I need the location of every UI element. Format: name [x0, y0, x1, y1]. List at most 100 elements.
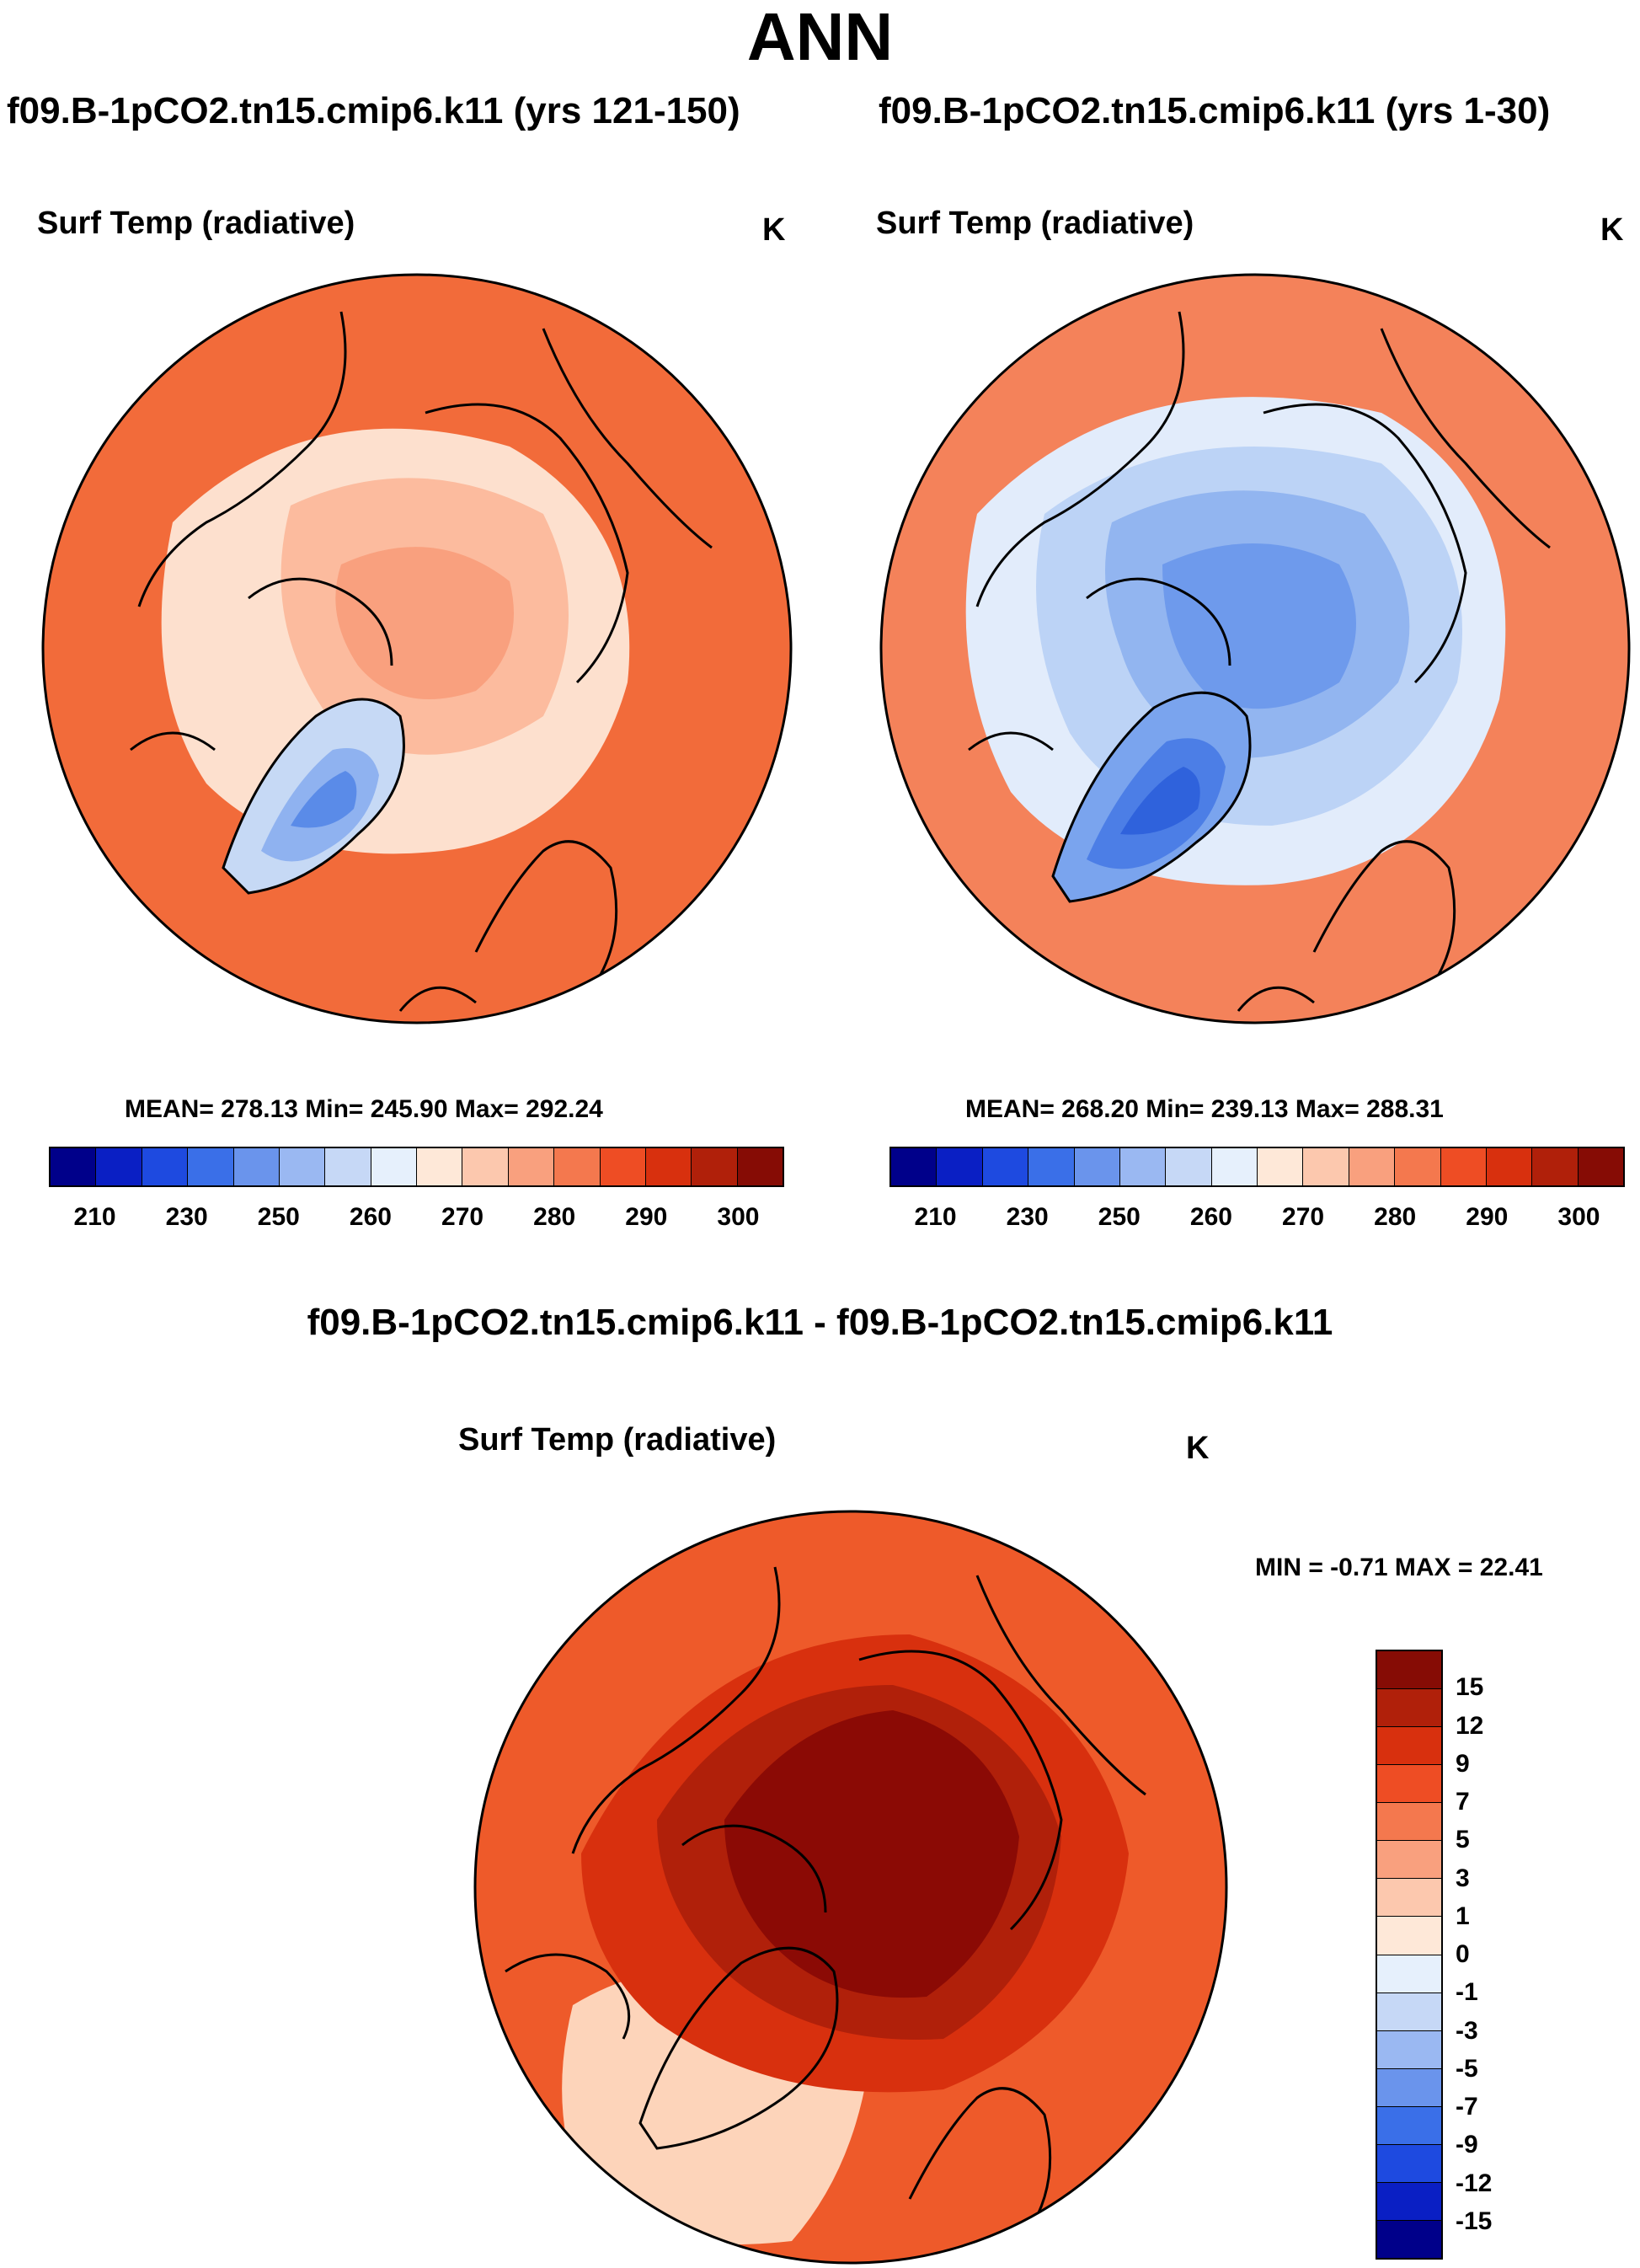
panel-1-colorbar-swatch-3: [188, 1148, 234, 1185]
diff-colorbar-swatch-14: [1377, 2182, 1441, 2221]
panel-1-colorbar-tick-label: 300: [717, 1203, 760, 1231]
diff-panel-coastlines: [505, 1566, 1146, 2233]
panel-2-colorbar-swatch-12: [1440, 1148, 1487, 1185]
panel-1-colorbar-tick-label: 230: [165, 1203, 208, 1231]
panel-2-colorbar-swatch-9: [1303, 1148, 1349, 1185]
panel-2-stats: MEAN= 268.20 Min= 239.13 Max= 288.31: [965, 1095, 1444, 1123]
panel-2-colorbar-tick-label: 250: [1098, 1203, 1141, 1231]
panel-1-greenland-inner: [291, 771, 357, 828]
diff-panel-minmax: MIN = -0.71 MAX = 22.41: [1255, 1554, 1543, 1581]
panel-1-colorbar-swatch-13: [645, 1148, 692, 1185]
panel-2-colorbar-swatch-15: [1578, 1148, 1623, 1185]
panel-1-colorbar-tick-label: 270: [441, 1203, 484, 1231]
panel-2-colorbar-swatch-10: [1349, 1148, 1396, 1185]
panel-2-colorbar-swatch-5: [1119, 1148, 1167, 1185]
diff-colorbar-tick-label: -9: [1456, 2131, 1478, 2159]
diff-panel-warm-core: [724, 1710, 1019, 1998]
panel-2-colorbar-swatch-4: [1074, 1148, 1120, 1185]
diff-colorbar-tick-label: -15: [1456, 2206, 1493, 2235]
panel-1-colorbar-tick-label: 250: [257, 1203, 300, 1231]
diff-colorbar-swatch-7: [1377, 1917, 1441, 1955]
diff-colorbar-tick-label: -3: [1456, 2016, 1478, 2045]
diff-colorbar-swatch-13: [1377, 2144, 1441, 2183]
panel-1-colorbar-tick-label: 210: [73, 1203, 116, 1231]
panel-1-colorbar-swatch-14: [692, 1148, 738, 1185]
panel-1-colorbar-swatch-0: [51, 1148, 97, 1185]
panel-2-colorbar-tick-label: 270: [1282, 1203, 1325, 1231]
panel-2-colorbar-tick-label: 290: [1466, 1203, 1509, 1231]
panel-2-colorbar-tick-label: 280: [1374, 1203, 1417, 1231]
panel-1-colorbar-swatch-4: [233, 1148, 280, 1185]
panel-1-colorbar-swatch-11: [554, 1148, 601, 1185]
panel-1-colorbar-swatch-5: [279, 1148, 326, 1185]
panel-1-variable-label: Surf Temp (radiative): [37, 206, 355, 241]
panel-1-colorbar-swatch-9: [462, 1148, 509, 1185]
panel-2-colorbar-swatch-1: [937, 1148, 983, 1185]
panel-2-coastlines: [968, 311, 1551, 1012]
panel-2-variable-label: Surf Temp (radiative): [876, 206, 1194, 241]
panel-1-units-label: K: [762, 212, 786, 248]
panel-2-colorbar-swatch-8: [1258, 1148, 1304, 1185]
panel-2-colorbar-tick-label: 260: [1189, 1203, 1232, 1231]
diff-panel-units-label: K: [1186, 1431, 1210, 1466]
diff-colorbar-swatch-5: [1377, 1841, 1441, 1880]
diff-colorbar-tick-label: -5: [1456, 2054, 1478, 2083]
diff-colorbar-tick-label: -7: [1456, 2093, 1478, 2121]
diff-colorbar-tick-label: 12: [1456, 1711, 1484, 1740]
panel-1-colorbar-swatch-10: [508, 1148, 555, 1185]
panel-1-stats: MEAN= 278.13 Min= 245.90 Max= 292.24: [125, 1095, 603, 1123]
panel-1-colorbar-swatch-8: [417, 1148, 463, 1185]
diff-colorbar-swatch-8: [1377, 1955, 1441, 1993]
panel-2-greenland-inner: [1120, 767, 1200, 835]
panel-1-colorbar: [49, 1147, 784, 1187]
figure-title: ANN: [746, 0, 894, 74]
panel-1-case-title: f09.B-1pCO2.tn15.cmip6.k11 (yrs 121-150): [7, 90, 740, 131]
panel-2-colorbar-tick-label: 230: [1006, 1203, 1049, 1231]
diff-colorbar-swatch-2: [1377, 1727, 1441, 1766]
diff-colorbar-swatch-10: [1377, 2030, 1441, 2069]
diff-panel-title: f09.B-1pCO2.tn15.cmip6.k11 - f09.B-1pCO2…: [307, 1302, 1333, 1343]
panel-2-polar-map: [879, 273, 1631, 1024]
panel-1-coastlines: [130, 311, 713, 1012]
panel-2-ice-field-core: [1162, 543, 1356, 709]
diff-colorbar-swatch-0: [1377, 1651, 1441, 1690]
panel-1-ice-field-inner: [335, 547, 514, 699]
diff-colorbar-tick-label: 7: [1456, 1788, 1470, 1816]
diff-colorbar-swatch-4: [1377, 1803, 1441, 1842]
panel-2-colorbar-swatch-3: [1028, 1148, 1075, 1185]
panel-2-colorbar-swatch-6: [1166, 1148, 1212, 1185]
diff-colorbar-tick-label: -12: [1456, 2169, 1493, 2197]
panel-1-colorbar-swatch-7: [371, 1148, 417, 1185]
panel-1-colorbar-swatch-12: [600, 1148, 646, 1185]
diff-colorbar-tick-label: 9: [1456, 1749, 1470, 1778]
diff-colorbar-tick-label: 0: [1456, 1940, 1470, 1968]
panel-2-units-label: K: [1600, 212, 1624, 248]
diff-colorbar-swatch-1: [1377, 1689, 1441, 1728]
panel-2-colorbar-swatch-11: [1395, 1148, 1441, 1185]
diff-colorbar-swatch-6: [1377, 1879, 1441, 1918]
panel-2-colorbar-tick-label: 300: [1557, 1203, 1600, 1231]
diff-colorbar-tick-label: 15: [1456, 1673, 1484, 1702]
panel-1-polar-map: [41, 273, 793, 1024]
diff-colorbar-swatch-11: [1377, 2068, 1441, 2107]
panel-1-colorbar-swatch-1: [96, 1148, 142, 1185]
panel-2-colorbar: [889, 1147, 1625, 1187]
diff-colorbar-tick-label: 5: [1456, 1826, 1470, 1854]
diff-colorbar-tick-label: -1: [1456, 1978, 1478, 2007]
panel-1-colorbar-swatch-6: [325, 1148, 371, 1185]
diff-colorbar-tick-label: 1: [1456, 1902, 1470, 1930]
diff-colorbar-swatch-9: [1377, 1993, 1441, 2031]
diff-colorbar-swatch-3: [1377, 1765, 1441, 1804]
panel-2-colorbar-swatch-2: [982, 1148, 1029, 1185]
panel-2-colorbar-swatch-0: [891, 1148, 938, 1185]
diff-panel-variable-label: Surf Temp (radiative): [458, 1422, 777, 1458]
panel-2-colorbar-swatch-13: [1486, 1148, 1533, 1185]
panel-1-colorbar-tick-label: 290: [625, 1203, 668, 1231]
diff-panel-polar-map: [473, 1510, 1228, 2265]
diff-panel-colorbar: [1376, 1650, 1443, 2260]
panel-1-colorbar-swatch-2: [142, 1148, 189, 1185]
panel-2-colorbar-tick-label: 210: [914, 1203, 957, 1231]
panel-1-colorbar-swatch-15: [737, 1148, 783, 1185]
panel-1-colorbar-tick-label: 280: [533, 1203, 576, 1231]
panel-2-colorbar-swatch-14: [1532, 1148, 1579, 1185]
